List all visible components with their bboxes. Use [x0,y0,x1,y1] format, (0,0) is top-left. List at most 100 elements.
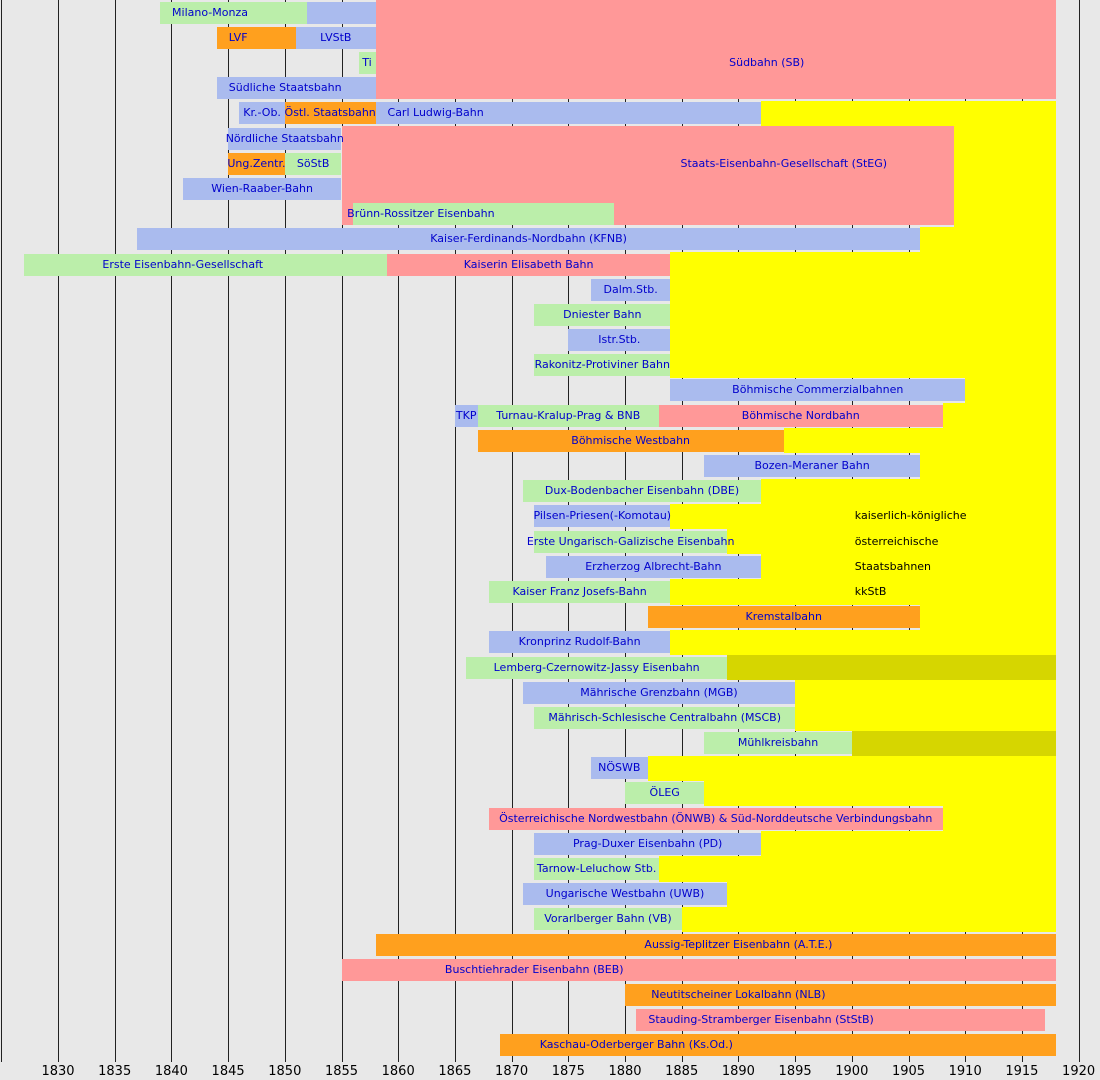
state-railway-region [761,478,1056,504]
company-bar-label: Nördliche Staatsbahn [225,131,344,145]
gridline [171,0,173,1062]
gridline [114,0,116,1062]
gridline [1078,0,1080,1062]
company-bar-label: Kaschau-Oderberger Bahn (Ks.Od.) [539,1038,733,1052]
company-bar: Kaschau-Oderberger Bahn (Ks.Od.) [500,1034,1056,1057]
company-bar: Aussig-Teplitzer Eisenbahn (A.T.E.) [375,933,1056,956]
state-railway-region [919,604,1056,630]
state-railway-region [681,906,1056,933]
company-bar-label: Dux-Bodenbacher Eisenbahn (DBE) [544,484,740,498]
company-bar: Milano-Monza [160,1,308,24]
axis-tick-label: 1840 [154,1064,188,1079]
company-bar [307,1,376,24]
company-bar: LVF [216,26,297,49]
gridline [1,0,3,1062]
state-railway-region [919,453,1056,479]
state-railway-region [919,226,1056,252]
company-bar: Böhmische Westbahn [477,429,784,452]
company-bar-label: Ti [362,55,372,69]
company-bar: Neutitscheiner Lokalbahn (NLB) [625,984,1056,1006]
state-railway-region [670,277,1056,303]
state-railway-region [795,680,1056,706]
state-railway-region [727,654,1056,681]
company-bar: NÖSWB [590,757,648,780]
company-bar: Wien-Raaber-Bahn [182,177,342,200]
company-block: Südbahn (SB) [375,0,1056,99]
axis-tick-label: 1910 [948,1064,982,1079]
company-bar-label: Aussig-Teplitzer Eisenbahn (A.T.E.) [644,937,833,951]
kkstb-annotation: Staatsbahnen [854,559,932,573]
company-bar-label: NÖSWB [598,761,641,775]
company-bar: Kronprinz Rudolf-Bahn [488,631,671,654]
gridline [228,0,230,1062]
company-bar-label: Brünn-Rossitzer Eisenbahn [347,207,495,221]
company-bar-label: Ungarische Westbahn (UWB) [545,887,705,901]
axis-tick-label: 1865 [438,1064,472,1079]
state-railway-region [670,327,1056,353]
company-bar-label: Kremstalbahn [745,610,822,624]
company-bar-label: Rakonitz-Protiviner Bahn [534,358,670,372]
company-bar-label: SöStB [296,156,330,170]
company-bar-label: Erste Ungarisch-Galizische Eisenbahn [526,534,735,548]
axis-tick-label: 1830 [41,1064,75,1079]
company-bar-label: Kaiser-Ferdinands-Nordbahn (KFNB) [430,232,627,246]
company-bar-label: Tarnow-Leluchow Stb. [536,862,657,876]
company-bar: LVStB [296,26,376,49]
company-bar: Stauding-Stramberger Eisenbahn (StStB) [636,1009,1045,1032]
axis-tick-label: 1890 [721,1064,755,1079]
company-bar: Kr.-Ob. [239,102,285,125]
company-bar-label: Erzherzog Albrecht-Bahn [585,559,722,573]
state-railway-region [761,831,1056,857]
company-bar: Carl Ludwig-Bahn [375,102,762,125]
company-bar-label: Neutitscheiner Lokalbahn (NLB) [651,988,826,1001]
state-railway-region [670,629,1056,655]
company-bar-label: Bozen-Meraner Bahn [754,459,870,473]
company-bar-label: Erste Eisenbahn-Gesellschaft [102,257,264,271]
axis-tick-label: 1895 [778,1064,812,1079]
axis-tick-label: 1845 [211,1064,245,1079]
company-bar-label: Kaiser Franz Josefs-Bahn [512,584,647,598]
company-bar-label: Kr.-Ob. [243,106,281,120]
company-bar-label: Lemberg-Czernowitz-Jassy Eisenbahn [493,660,700,674]
state-railway-region [953,176,1056,202]
gridline [511,0,513,1062]
gridline [58,0,59,1062]
axis-tick-label: 1855 [324,1064,359,1079]
state-railway-region [942,806,1056,832]
company-bar: Nördliche Staatsbahn [225,127,344,150]
company-bar: Kaiser-Ferdinands-Nordbahn (KFNB) [137,228,920,251]
company-bar-label: Istr.Stb. [598,333,641,347]
company-bar-label: ÖLEG [649,786,680,800]
company-bar: Buschtiehrader Eisenbahn (BEB) [341,958,1056,981]
state-railway-region [783,428,1056,454]
company-bar: Dux-Bodenbacher Eisenbahn (DBE) [522,480,762,503]
company-bar-label: Milano-Monza [172,5,248,19]
company-bar: Böhmische Nordbahn [659,404,943,427]
kkstb-annotation: kkStB [854,584,887,598]
company-bar: Dalm.Stb. [590,278,671,301]
company-bar-label: Böhmische Nordbahn [741,408,860,422]
company-bar-label: Pilsen-Priesen(-Komotau) [533,509,672,523]
axis-tick-label: 1850 [268,1064,302,1079]
state-railway-region [670,352,1056,378]
company-bar: Ung.Zentr. [227,152,286,175]
state-railway-region [727,881,1056,907]
axis-tick-label: 1835 [98,1064,132,1079]
axis-tick-label: 1880 [608,1064,642,1079]
company-block-label: Staats-Eisenbahn-Gesellschaft (StEG) [680,156,888,170]
state-railway-region [761,100,1056,126]
company-bar-label: Stauding-Stramberger Eisenbahn (StStB) [648,1013,874,1027]
company-bar: Kremstalbahn [647,606,920,629]
company-bar-label: LVStB [320,30,352,44]
company-bar: Pilsen-Priesen(-Komotau) [533,505,672,528]
company-bar-label: Ung.Zentr. [227,156,286,170]
state-railway-region [953,151,1056,177]
company-bar-label: Kronprinz Rudolf-Bahn [518,635,641,649]
company-bar-label: Turnau-Kralup-Prag & BNB [496,408,641,422]
company-bar: Bozen-Meraner Bahn [704,455,920,478]
company-bar: Böhmische Commerzialbahnen [670,379,966,402]
company-bar: Kaiserin Elisabeth Bahn [386,253,671,276]
company-bar: Ungarische Westbahn (UWB) [522,883,728,906]
company-block-label: Südbahn (SB) [729,55,805,69]
